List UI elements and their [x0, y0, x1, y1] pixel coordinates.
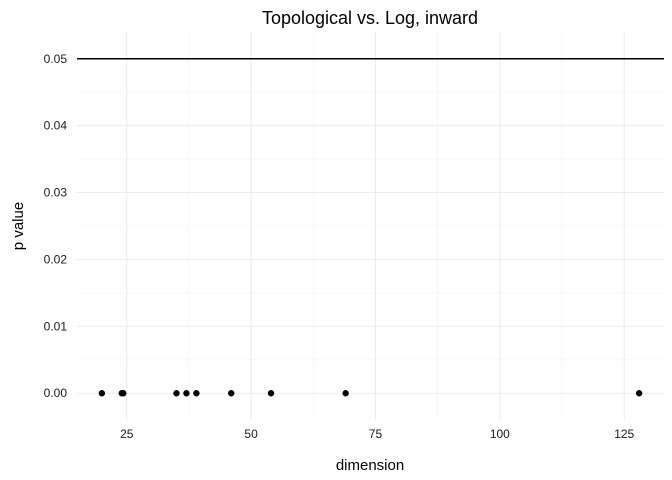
y-tick-label: 0.05: [44, 52, 68, 66]
data-point: [342, 390, 349, 397]
x-tick-label: 125: [614, 427, 634, 441]
data-point: [183, 390, 190, 397]
x-tick-label: 50: [244, 427, 258, 441]
y-tick-label: 0.03: [44, 186, 68, 200]
data-point: [228, 390, 235, 397]
y-tick-label: 0.00: [44, 386, 68, 400]
data-point: [635, 390, 643, 397]
y-tick-labels: 0.00 0.01 0.02 0.03 0.04 0.05: [44, 52, 68, 400]
data-point: [193, 390, 200, 397]
grid: [77, 32, 664, 420]
x-tick-label: 75: [369, 427, 383, 441]
y-tick-label: 0.01: [44, 319, 68, 333]
x-axis-label: dimension: [336, 457, 404, 474]
chart-title: Topological vs. Log, inward: [262, 8, 478, 28]
data-point: [173, 390, 180, 397]
y-axis-label: p value: [10, 202, 27, 250]
data-point: [267, 390, 275, 397]
y-tick-label: 0.02: [44, 252, 68, 266]
data-point: [98, 390, 106, 397]
data-point: [120, 390, 127, 397]
x-tick-labels: 25 50 75 100 125: [120, 427, 634, 441]
points-group: [98, 390, 643, 397]
x-tick-label: 25: [120, 427, 134, 441]
x-tick-label: 100: [490, 427, 510, 441]
y-tick-label: 0.04: [44, 119, 68, 133]
